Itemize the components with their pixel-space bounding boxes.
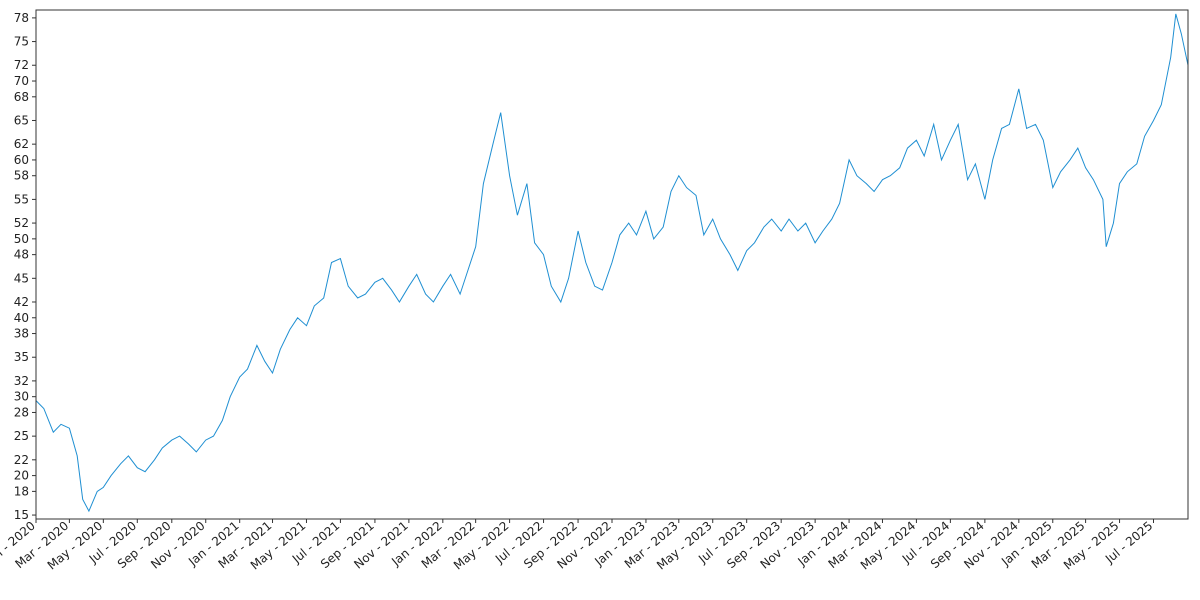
y-tick-label: 40 xyxy=(14,311,29,325)
y-tick-label: 68 xyxy=(14,90,29,104)
y-tick-label: 72 xyxy=(14,58,29,72)
y-tick-label: 58 xyxy=(14,169,29,183)
y-tick-label: 20 xyxy=(14,469,29,483)
y-tick-label: 55 xyxy=(14,192,29,206)
y-tick-label: 75 xyxy=(14,35,29,49)
plot-area-frame xyxy=(35,9,1189,520)
price-series-line xyxy=(35,13,1189,513)
y-tick-label: 70 xyxy=(14,74,29,88)
y-tick-label: 52 xyxy=(14,216,29,230)
y-tick-label: 18 xyxy=(14,484,29,498)
y-tick-label: 25 xyxy=(14,429,29,443)
y-tick-label: 60 xyxy=(14,153,29,167)
y-tick-label: 28 xyxy=(14,405,29,419)
y-tick-label: 62 xyxy=(14,137,29,151)
y-tick-label: 78 xyxy=(14,11,29,25)
y-tick-label: 15 xyxy=(14,508,29,522)
y-tick-label: 65 xyxy=(14,113,29,127)
y-tick-label: 42 xyxy=(14,295,29,309)
y-tick-label: 48 xyxy=(14,248,29,262)
y-tick-label: 45 xyxy=(14,271,29,285)
y-tick-label: 30 xyxy=(14,390,29,404)
y-tick-label: 38 xyxy=(14,327,29,341)
y-tick-label: 32 xyxy=(14,374,29,388)
y-tick-label: 35 xyxy=(14,350,29,364)
y-tick-label: 50 xyxy=(14,232,29,246)
y-tick-label: 22 xyxy=(14,453,29,467)
